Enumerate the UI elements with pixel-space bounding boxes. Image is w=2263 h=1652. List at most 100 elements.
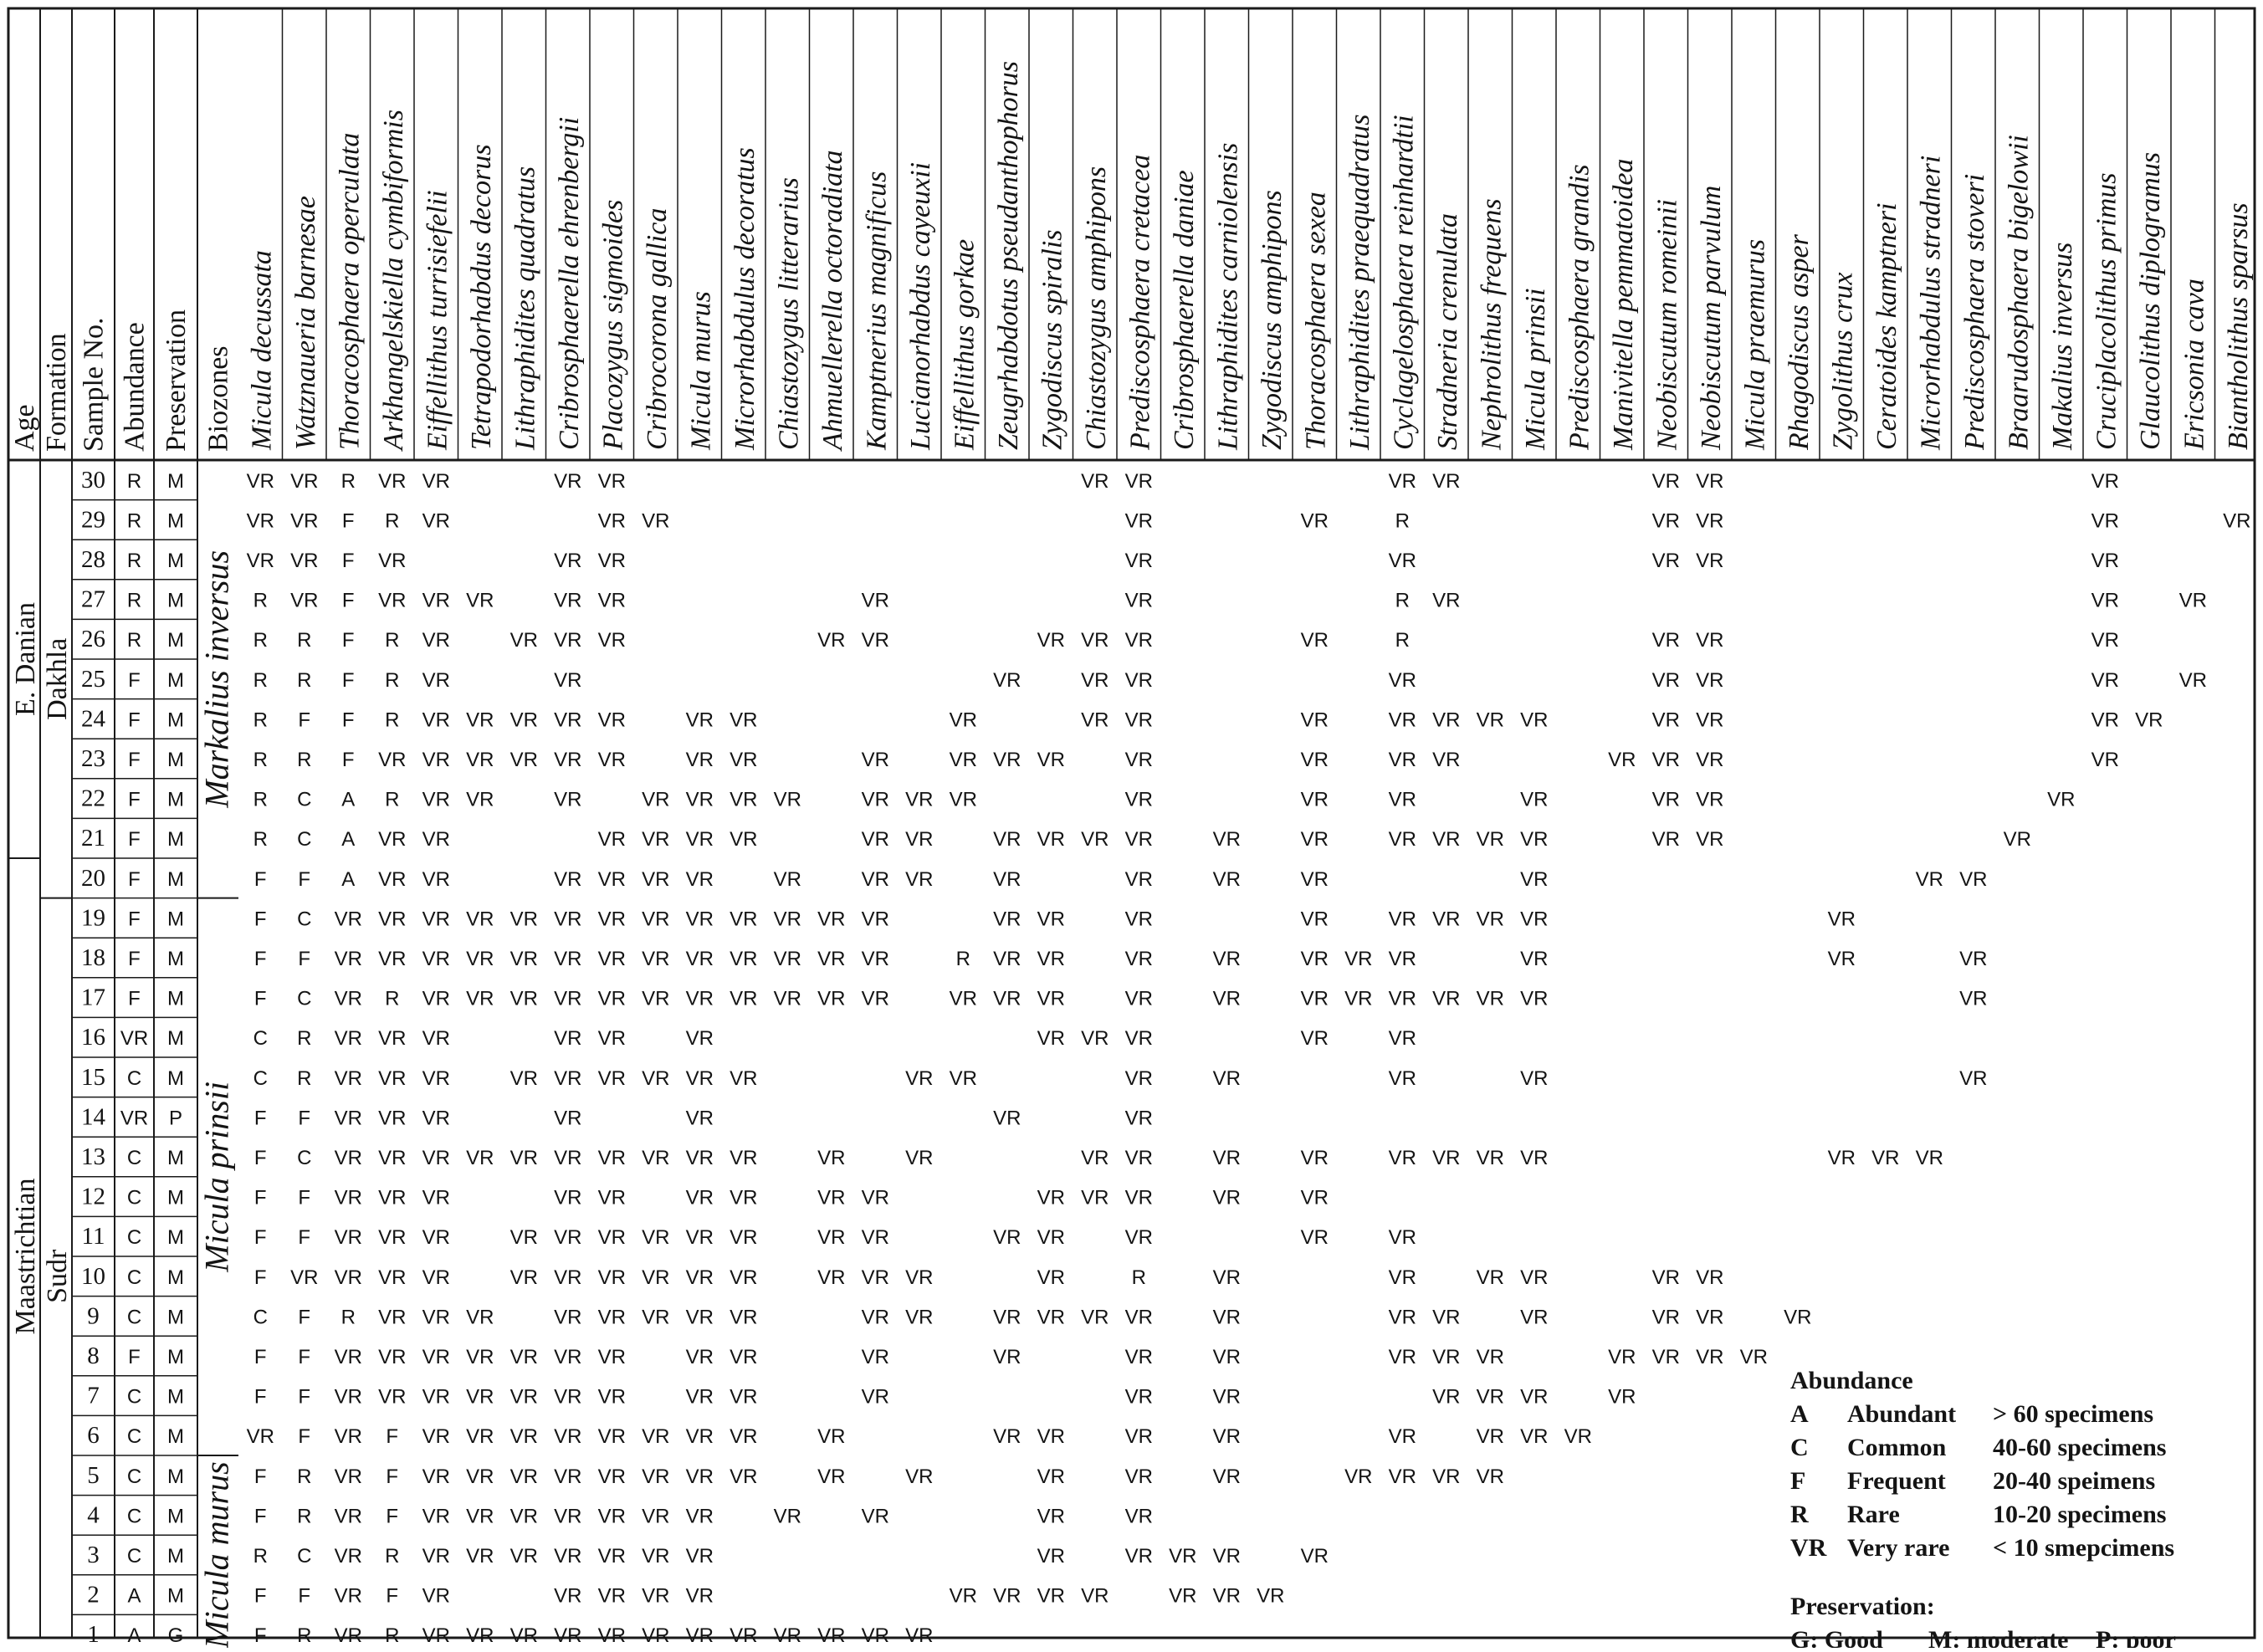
occurrence-mark: VR: [510, 1386, 538, 1409]
occurrence-mark: VR: [730, 1067, 757, 1090]
occurrence-mark: VR: [862, 1266, 889, 1289]
occurrence-mark: VR: [862, 1505, 889, 1527]
occurrence-mark: VR: [730, 1624, 757, 1647]
occurrence-mark: R: [297, 1027, 311, 1050]
occurrence-mark: VR: [1301, 509, 1329, 532]
formation-label: Sudr: [42, 1249, 73, 1303]
species-name: Cribrocorona gallica: [642, 208, 673, 450]
occurrence-mark: VR: [598, 988, 626, 1010]
occurrence-mark: VR: [554, 789, 581, 811]
occurrence-mark: VR: [642, 1067, 669, 1090]
occurrence-mark: VR: [1959, 868, 1987, 891]
occurrence-mark: VR: [290, 509, 318, 532]
species-name: Thoracosphaera operculata: [334, 133, 365, 450]
occurrence-mark: VR: [335, 948, 362, 970]
occurrence-mark: VR: [686, 1465, 714, 1488]
occurrence-mark: VR: [510, 1545, 538, 1568]
species-name: Arkhangelskiella cymbiformis: [378, 110, 409, 452]
occurrence-mark: VR: [1520, 1425, 1548, 1448]
occurrence-mark: F: [254, 1266, 267, 1289]
occurrence-mark: VR: [422, 1027, 450, 1050]
occurrence-mark: VR: [510, 629, 538, 652]
occurrence-mark: VR: [466, 1505, 494, 1527]
preservation-code: M: [167, 868, 184, 891]
occurrence-mark: VR: [598, 1505, 626, 1527]
preservation-code: M: [167, 1386, 184, 1409]
occurrence-mark: VR: [1520, 1306, 1548, 1328]
occurrence-mark: VR: [335, 1107, 362, 1129]
occurrence-mark: R: [1395, 590, 1410, 612]
occurrence-mark: VR: [1169, 1585, 1196, 1608]
species-name: Cribrosphaerella daniae: [1169, 170, 1200, 450]
occurrence-mark: VR: [1301, 1187, 1329, 1210]
occurrence-mark: VR: [1608, 1386, 1636, 1409]
occurrence-mark: VR: [1301, 1147, 1329, 1169]
sample-number: 11: [82, 1223, 105, 1250]
occurrence-mark: F: [254, 1505, 267, 1527]
sample-number: 25: [81, 666, 105, 693]
abundance-code: R: [127, 470, 141, 493]
sample-number: 3: [87, 1542, 100, 1568]
occurrence-mark: VR: [466, 1545, 494, 1568]
occurrence-mark: VR: [1037, 1027, 1065, 1050]
preservation-code: M: [167, 1027, 184, 1050]
occurrence-mark: VR: [554, 948, 581, 970]
occurrence-mark: VR: [774, 988, 801, 1010]
occurrence-mark: VR: [1432, 749, 1460, 771]
occurrence-mark: VR: [422, 988, 450, 1010]
occurrence-mark: VR: [993, 1226, 1021, 1249]
occurrence-mark: VR: [2135, 708, 2163, 731]
occurrence-mark: VR: [1125, 1505, 1153, 1527]
occurrence-mark: VR: [1520, 948, 1548, 970]
occurrence-mark: R: [297, 1624, 311, 1647]
occurrence-mark: VR: [1301, 749, 1329, 771]
occurrence-mark: F: [298, 1346, 310, 1368]
occurrence-mark: VR: [422, 669, 450, 692]
occurrence-mark: F: [386, 1585, 398, 1608]
occurrence-mark: F: [298, 1425, 310, 1448]
occurrence-mark: VR: [1520, 908, 1548, 930]
occurrence-mark: VR: [730, 1147, 757, 1169]
occurrence-mark: VR: [1389, 828, 1416, 851]
occurrence-mark: VR: [554, 1386, 581, 1409]
occurrence-mark: VR: [993, 1585, 1021, 1608]
occurrence-mark: VR: [862, 908, 889, 930]
occurrence-mark: F: [298, 1107, 310, 1129]
preservation-code: M: [167, 708, 184, 731]
species-name: Lithraphidites carniolensis: [1212, 143, 1243, 451]
stratigraphy-columns: E. Danian Maastrichtian Dakhla Sudr Markaliu…: [10, 550, 236, 1649]
occurrence-mark: VR: [378, 1226, 406, 1249]
occurrence-mark: VR: [422, 1425, 450, 1448]
occurrence-mark: R: [1395, 629, 1410, 652]
species-name: Eiffellithus gorkae: [949, 239, 980, 451]
occurrence-mark: F: [386, 1505, 398, 1527]
occurrence-mark: VR: [335, 988, 362, 1010]
occurrence-mark: R: [385, 629, 399, 652]
species-name: Prediscosphaera grandis: [1564, 164, 1595, 451]
occurrence-mark: VR: [905, 828, 933, 851]
occurrence-mark: F: [254, 908, 267, 930]
occurrence-mark: VR: [1213, 1266, 1241, 1289]
occurrence-mark: VR: [1213, 1147, 1241, 1169]
occurrence-mark: VR: [335, 1187, 362, 1210]
occurrence-mark: VR: [1652, 550, 1680, 572]
legend-range: > 60 specimens: [1993, 1400, 2153, 1428]
occurrence-mark: R: [1132, 1266, 1146, 1289]
occurrence-mark: F: [386, 1425, 398, 1448]
sample-number: 10: [81, 1263, 105, 1290]
occurrence-mark: VR: [993, 988, 1021, 1010]
abundance-code: F: [128, 908, 141, 930]
occurrence-mark: VR: [817, 1465, 845, 1488]
species-name: Watznaueria barnesae: [290, 196, 321, 450]
occurrence-mark: C: [297, 1545, 311, 1568]
occurrence-mark: VR: [1828, 1147, 1856, 1169]
occurrence-mark: VR: [422, 708, 450, 731]
occurrence-mark: F: [298, 1386, 310, 1409]
abundance-code: F: [128, 669, 141, 692]
occurrence-mark: VR: [1959, 948, 1987, 970]
biozone-label: Micula murus: [198, 1461, 236, 1648]
occurrence-mark: A: [341, 789, 355, 811]
column-headers: Age Formation Sample No. Abundance Preservat…: [9, 61, 2254, 452]
occurrence-mark: VR: [1125, 470, 1153, 493]
